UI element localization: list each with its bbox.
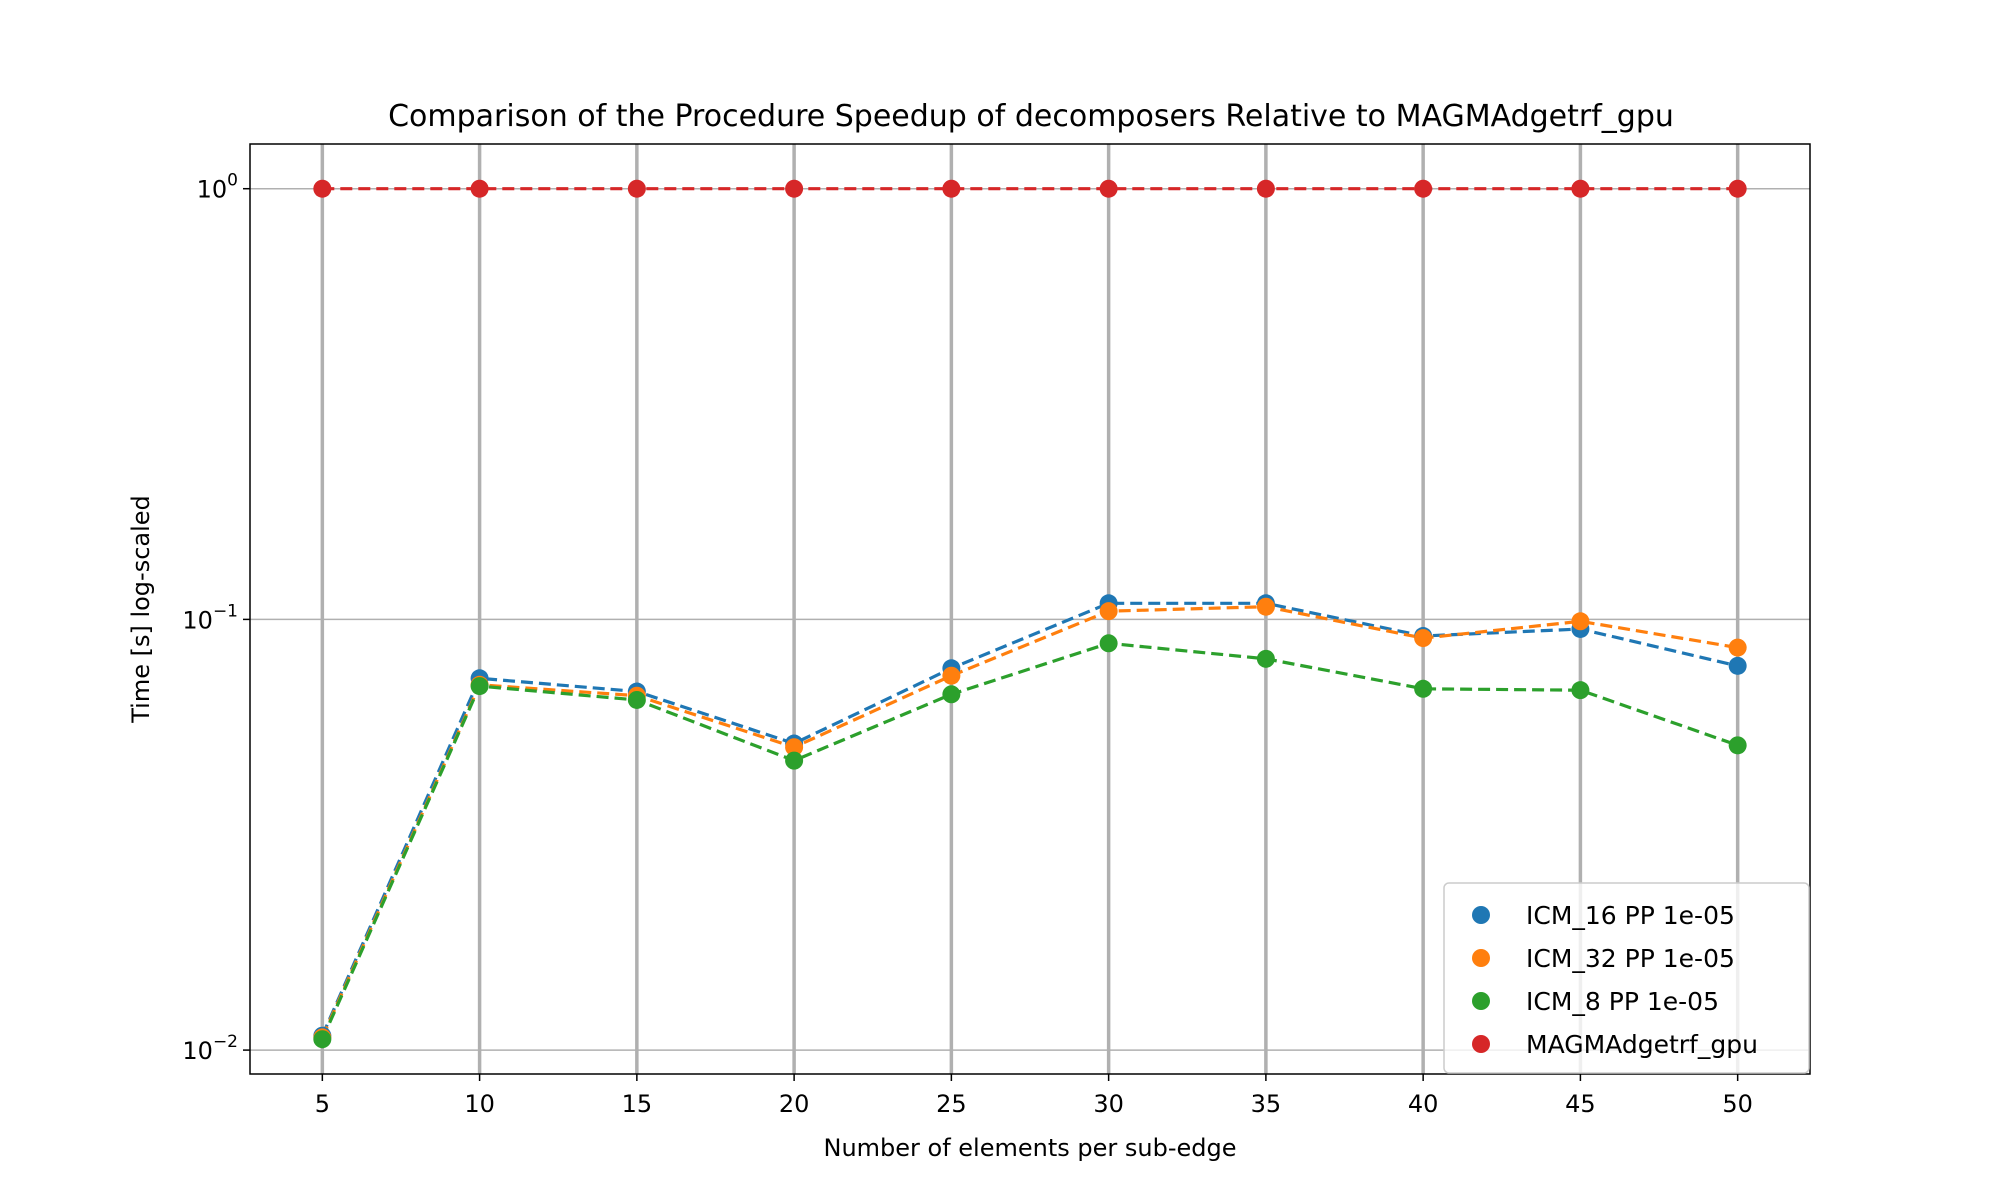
x-tick-label: 40 — [1408, 1090, 1439, 1118]
data-point-0 — [1728, 656, 1747, 675]
data-point-1 — [1256, 597, 1275, 616]
legend-marker — [1472, 906, 1490, 924]
y-tick-label: 100 — [197, 171, 238, 204]
data-point-3 — [1414, 179, 1433, 198]
x-tick-label: 30 — [1093, 1090, 1124, 1118]
x-tick-label: 35 — [1251, 1090, 1282, 1118]
y-tick-label: 10−2 — [182, 1032, 238, 1065]
data-point-1 — [1728, 638, 1747, 657]
data-point-2 — [627, 690, 646, 709]
y-tick-label: 10−1 — [182, 601, 238, 634]
y-tick-exponent: −1 — [213, 601, 238, 621]
data-point-1 — [1099, 602, 1118, 621]
legend-marker — [1472, 949, 1490, 967]
data-point-1 — [1571, 612, 1590, 631]
legend-marker — [1472, 992, 1490, 1010]
series-lines — [320, 187, 1739, 1040]
legend: ICM_16 PP 1e-05 ICM_32 PP 1e-05 ICM_8 PP 1… — [1443, 882, 1810, 1074]
data-point-3 — [1728, 179, 1747, 198]
x-tick-label: 15 — [622, 1090, 653, 1118]
y-axis-label: Time [s] log-scaled — [127, 495, 155, 724]
data-point-3 — [942, 179, 961, 198]
y-tick-base: 10 — [182, 1037, 213, 1065]
data-point-3 — [1256, 179, 1275, 198]
x-tick-label: 45 — [1565, 1090, 1596, 1118]
data-point-3 — [1571, 179, 1590, 198]
legend-entry: ICM_8 PP 1e-05 — [1526, 987, 1719, 1016]
data-point-2 — [470, 677, 489, 696]
data-point-1 — [942, 666, 961, 685]
legend-box — [1443, 882, 1810, 1074]
x-tick-label: 50 — [1722, 1090, 1753, 1118]
data-point-2 — [313, 1030, 332, 1049]
data-point-1 — [785, 738, 804, 757]
series-points — [313, 179, 1747, 1049]
data-point-2 — [1414, 679, 1433, 698]
series-line-0 — [320, 601, 1739, 1037]
data-point-2 — [942, 685, 961, 704]
data-point-2 — [785, 751, 804, 770]
data-point-3 — [1099, 179, 1118, 198]
legend-entry: MAGMAdgetrf_gpu — [1526, 1030, 1758, 1059]
x-tick-label: 20 — [779, 1090, 810, 1118]
y-tick-exponent: 0 — [227, 171, 238, 191]
data-point-3 — [627, 179, 646, 198]
data-point-2 — [1099, 634, 1118, 653]
data-point-2 — [1728, 736, 1747, 755]
plot-frame — [249, 143, 1811, 1075]
legend-entry: ICM_16 PP 1e-05 — [1526, 901, 1735, 930]
x-tick-label: 25 — [936, 1090, 967, 1118]
data-point-2 — [1256, 649, 1275, 668]
series-line-2 — [320, 641, 1739, 1040]
legend-marker — [1472, 1035, 1490, 1053]
y-tick-exponent: −2 — [213, 1032, 238, 1052]
x-tick-label: 10 — [464, 1090, 495, 1118]
y-tick-base: 10 — [197, 176, 228, 204]
x-axis-label: Number of elements per sub-edge — [823, 1134, 1236, 1162]
data-point-3 — [785, 179, 804, 198]
series-line-1 — [320, 605, 1738, 1039]
x-axis: 5 10 15 20 25 30 35 40 45 50 — [315, 1074, 1753, 1118]
data-point-2 — [1571, 681, 1590, 700]
data-point-1 — [1414, 629, 1433, 648]
chart-title: Comparison of the Procedure Speedup of d… — [388, 99, 1674, 134]
legend-entry: ICM_32 PP 1e-05 — [1526, 944, 1735, 973]
data-point-3 — [470, 179, 489, 198]
y-tick-base: 10 — [182, 606, 213, 634]
x-tick-label: 5 — [315, 1090, 330, 1118]
data-point-3 — [313, 179, 332, 198]
